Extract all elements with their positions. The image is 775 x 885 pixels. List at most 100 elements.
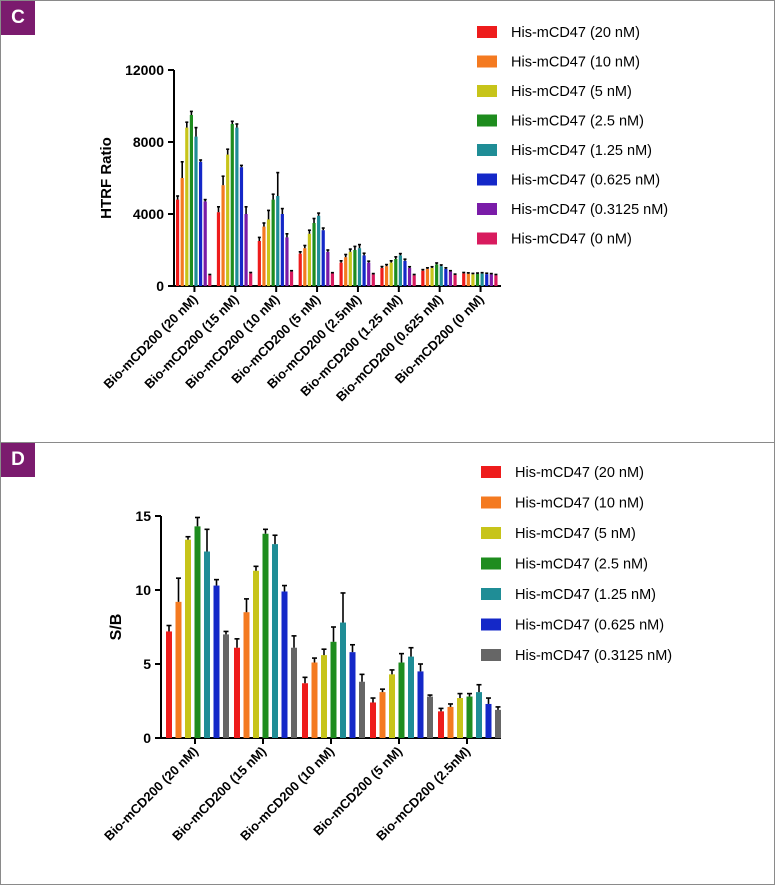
c-bar <box>189 115 193 286</box>
d-legend-label: His-mCD47 (0.3125 nM) <box>515 648 672 664</box>
c-bar <box>435 264 439 286</box>
c-legend-label: His-mCD47 (5 nM) <box>511 84 632 100</box>
c-bar <box>362 255 366 286</box>
c-bar <box>249 273 253 286</box>
c-bar <box>321 230 325 286</box>
c-bar <box>439 266 443 286</box>
c-bar <box>384 266 389 286</box>
c-bar <box>221 185 225 286</box>
d-bar <box>302 683 308 738</box>
d-bar <box>359 681 365 738</box>
c-bar <box>317 215 321 286</box>
c-bar <box>239 167 244 286</box>
d-bar <box>447 706 454 738</box>
c-bar <box>262 226 266 286</box>
d-bar <box>330 641 337 738</box>
d-bar <box>370 702 376 738</box>
d-bar <box>223 634 229 738</box>
c-bar <box>330 273 335 286</box>
c-y-tick-label: 4000 <box>133 206 164 222</box>
c-bar <box>303 248 307 286</box>
c-bar <box>289 271 294 286</box>
d-bar <box>272 544 278 738</box>
d-bar <box>194 526 201 738</box>
c-bar <box>407 268 412 286</box>
d-bar <box>340 622 346 738</box>
panel-c: C 0 4000 8000 12000 HTRF Ratio Bio-mCD200 (20… <box>0 0 775 443</box>
c-bar <box>389 262 393 286</box>
d-bar <box>175 601 182 738</box>
d-legend-swatch <box>481 588 501 600</box>
d-bar <box>253 570 259 738</box>
d-bar <box>281 591 288 738</box>
d-bar <box>166 631 172 738</box>
d-legend-label: His-mCD47 (2.5 nM) <box>515 557 648 573</box>
c-bar <box>462 273 466 286</box>
c-legend-label: His-mCD47 (0.625 nM) <box>511 173 660 189</box>
d-bar <box>213 585 220 738</box>
d-legend-swatch <box>481 496 501 509</box>
c-bar <box>235 127 239 286</box>
c-legend-label: His-mCD47 (0.3125 nM) <box>511 202 668 218</box>
c-bar <box>307 233 312 286</box>
c-bar <box>339 262 343 286</box>
d-legend-label: His-mCD47 (5 nM) <box>515 526 636 542</box>
c-bar <box>471 274 475 286</box>
d-bar <box>466 696 473 738</box>
d-bar <box>485 703 492 738</box>
c-bar <box>475 273 480 286</box>
d-bar <box>262 533 269 738</box>
c-bar <box>425 268 430 286</box>
d-y-tick-label: 0 <box>143 730 151 746</box>
c-bar <box>194 136 198 286</box>
d-bar <box>438 711 444 738</box>
c-bar <box>180 178 184 286</box>
d-bar <box>379 692 386 738</box>
c-bar <box>353 250 357 286</box>
c-legend-label: His-mCD47 (1.25 nM) <box>511 143 652 159</box>
d-legend-swatch <box>481 466 501 478</box>
c-bar <box>371 274 375 286</box>
c-y-tick-label: 0 <box>156 278 164 294</box>
c-bar <box>344 257 348 286</box>
d-legend-label: His-mCD47 (1.25 nM) <box>515 587 656 603</box>
d-bar <box>495 709 501 738</box>
c-bar <box>271 199 275 286</box>
c-bar <box>257 241 261 286</box>
d-legend-swatch <box>481 557 501 570</box>
c-legend-swatch <box>477 55 497 68</box>
c-legend-label: His-mCD47 (10 nM) <box>511 55 640 71</box>
c-legend-swatch <box>477 203 497 215</box>
d-y-tick-label: 5 <box>143 656 151 672</box>
d-legend-swatch <box>481 618 501 631</box>
d-legend-label: His-mCD47 (20 nM) <box>515 465 644 481</box>
c-legend-label: His-mCD47 (0 nM) <box>511 232 632 248</box>
d-bar <box>243 612 250 738</box>
c-bar <box>494 275 498 286</box>
c-bar <box>421 270 425 286</box>
c-legend-swatch <box>477 85 497 97</box>
d-bar <box>417 671 424 738</box>
c-bar <box>453 274 457 286</box>
c-bar <box>226 154 230 286</box>
c-bar <box>394 259 398 286</box>
c-bar <box>485 274 489 286</box>
panel-c-tag: C <box>1 1 35 35</box>
c-legend-swatch <box>477 232 497 245</box>
c-y-tick-label: 8000 <box>133 134 164 150</box>
c-bar <box>326 251 330 286</box>
c-bar <box>412 275 416 286</box>
d-bar <box>457 698 463 738</box>
c-bar <box>244 214 248 286</box>
c-bar <box>285 237 289 286</box>
d-bar <box>476 692 482 738</box>
panel-d-tag: D <box>1 443 35 477</box>
d-y-tick-label: 15 <box>135 508 151 524</box>
c-bar <box>357 248 362 286</box>
d-legend-label: His-mCD47 (10 nM) <box>515 496 644 512</box>
c-bar <box>312 223 316 286</box>
d-bar <box>185 539 191 738</box>
c-bar <box>176 199 180 286</box>
